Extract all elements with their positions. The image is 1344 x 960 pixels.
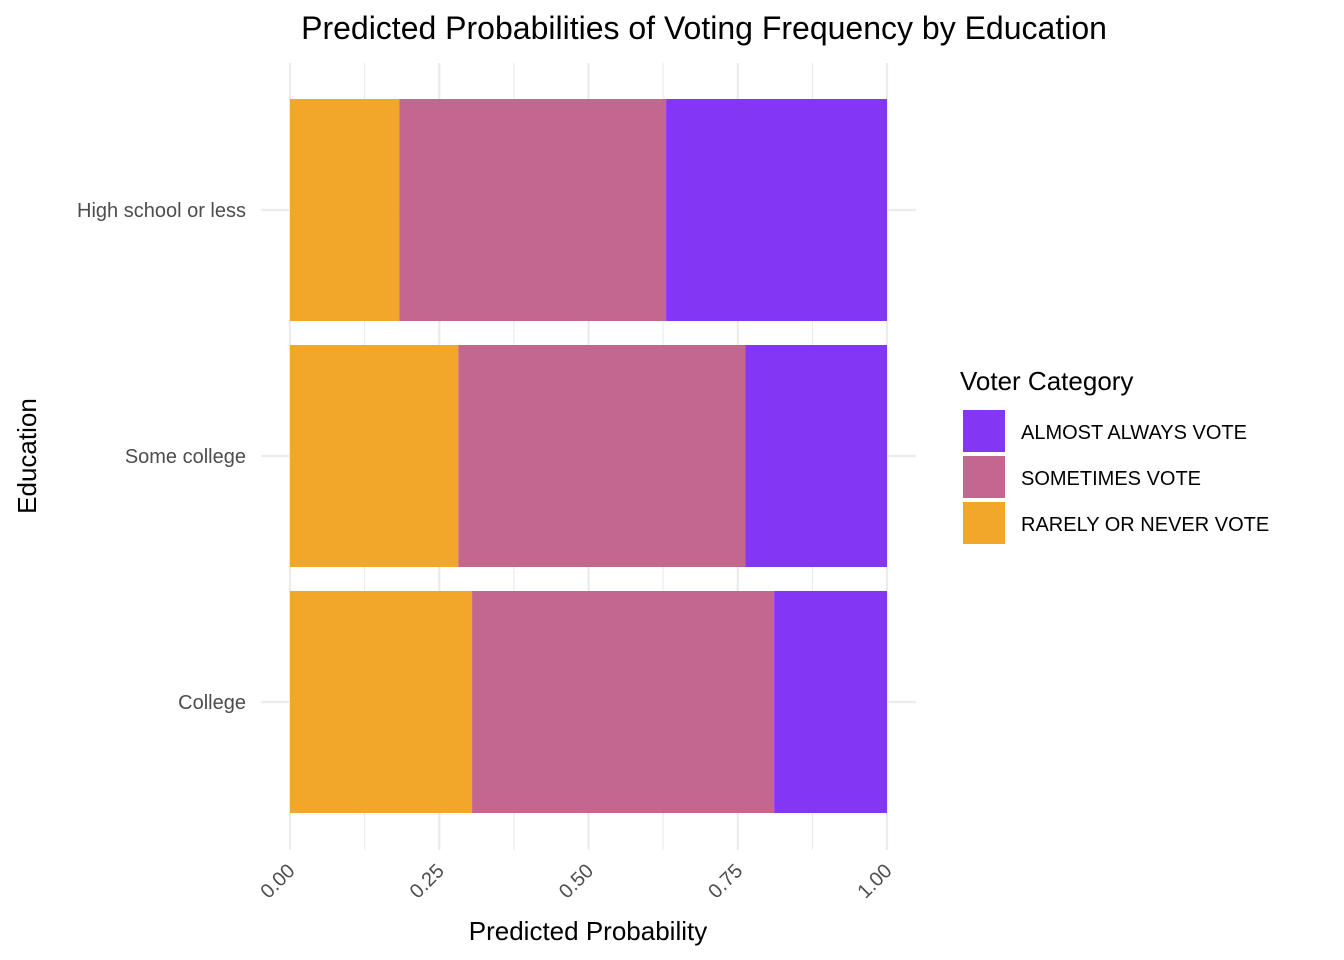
x-tick-label: 0.50	[555, 860, 598, 903]
legend-title: Voter Category	[960, 366, 1133, 396]
bar-segment-rarely-or-never-vote-some-college	[290, 345, 459, 567]
bar-segment-almost-always-vote-college	[774, 591, 887, 813]
legend-label: RARELY OR NEVER VOTE	[1021, 514, 1269, 536]
chart-title: Predicted Probabilities of Voting Freque…	[301, 10, 1107, 46]
bar-segment-sometimes-vote-college	[472, 591, 775, 813]
bar-segment-almost-always-vote-high-school-or-less	[666, 99, 887, 321]
y-tick-label: Some college	[125, 446, 246, 468]
legend-items: ALMOST ALWAYS VOTE SOMETIMES VOTE RARELY O…	[963, 410, 1269, 544]
bar-segment-rarely-or-never-vote-college	[290, 591, 473, 813]
y-tick-label: College	[178, 692, 246, 714]
legend-swatch	[963, 502, 1005, 544]
legend-label: SOMETIMES VOTE	[1021, 468, 1201, 490]
y-tick-label: High school or less	[77, 200, 246, 222]
x-tick-label: 0.00	[256, 860, 299, 903]
bar-segment-sometimes-vote-high-school-or-less	[399, 99, 667, 321]
bar-segment-rarely-or-never-vote-high-school-or-less	[290, 99, 400, 321]
x-tick-label: 0.25	[406, 860, 449, 903]
y-ticks-layer: High school or less Some college College	[77, 200, 246, 714]
y-axis-title: Education	[12, 398, 42, 514]
bars-layer	[290, 99, 887, 813]
legend-swatch	[963, 410, 1005, 452]
x-tick-label: 1.00	[853, 860, 896, 903]
x-tick-label: 0.75	[704, 860, 747, 903]
legend-label: ALMOST ALWAYS VOTE	[1021, 422, 1247, 444]
bar-segment-almost-always-vote-some-college	[745, 345, 887, 567]
legend: Voter Category ALMOST ALWAYS VOTE SOMETIM…	[960, 366, 1269, 544]
x-axis-title: Predicted Probability	[469, 916, 707, 946]
bar-segment-sometimes-vote-some-college	[458, 345, 746, 567]
legend-swatch	[963, 456, 1005, 498]
x-ticks-layer: 0.00 0.25 0.50 0.75 1.00	[256, 860, 896, 903]
